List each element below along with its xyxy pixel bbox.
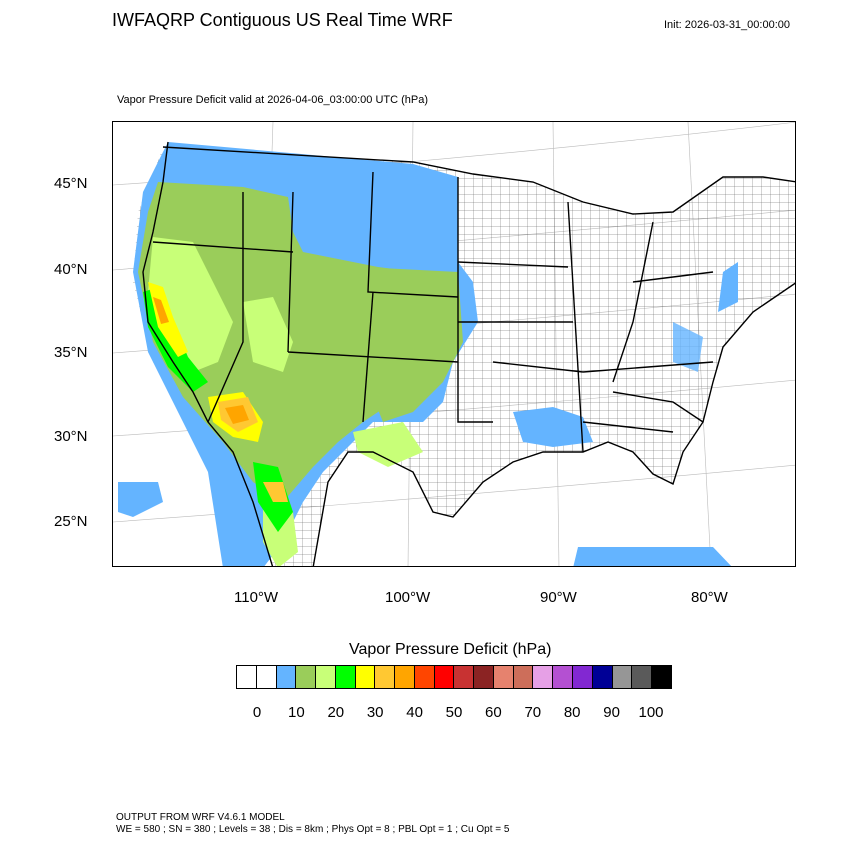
- colorbar-box: [334, 666, 355, 688]
- colorbar-box: [591, 666, 612, 688]
- colorbar-box: [651, 666, 671, 688]
- model-info: OUTPUT FROM WRF V4.6.1 MODEL: [116, 812, 285, 823]
- colorbar-box: [611, 666, 632, 688]
- colorbar-tick-label: 100: [638, 704, 664, 721]
- colorbar-box: [572, 666, 592, 688]
- init-time: Init: 2026-03-31_00:00:00: [664, 19, 790, 31]
- colorbar-title: Vapor Pressure Deficit (hPa): [349, 641, 552, 658]
- colorbar-box: [552, 666, 573, 688]
- colorbar-tick-label: 60: [485, 704, 502, 721]
- colorbar-box: [255, 666, 276, 688]
- map-title: IWFAQRP Contiguous US Real Time WRF: [112, 10, 453, 30]
- colorbar-box: [315, 666, 335, 688]
- lat-label-45: 45°N: [54, 175, 88, 192]
- colorbar-tick-label: 0: [252, 704, 262, 721]
- lat-label-35: 35°N: [54, 344, 88, 361]
- lon-label-110: 110°W: [234, 589, 279, 606]
- colorbar-box: [413, 666, 434, 688]
- colorbar-box: [394, 666, 414, 688]
- colorbar-tick-label: 20: [327, 704, 345, 721]
- colorbar-box: [512, 666, 533, 688]
- vpd-shading: [118, 142, 738, 566]
- lat-label-40: 40°N: [54, 261, 88, 278]
- model-config: WE = 580 ; SN = 380 ; Levels = 38 ; Dis …: [116, 824, 510, 835]
- map-canvas: [113, 122, 795, 566]
- colorbar-box: [631, 666, 652, 688]
- colorbar-box: [433, 666, 454, 688]
- colorbar-box: [354, 666, 375, 688]
- lat-label-30: 30°N: [54, 428, 88, 445]
- colorbar-tick-label: 70: [524, 704, 542, 721]
- colorbar-box: [237, 666, 256, 688]
- colorbar-box: [492, 666, 513, 688]
- colorbar-box: [453, 666, 474, 688]
- colorbar-box: [473, 666, 493, 688]
- colorbar-tick-label: 90: [603, 704, 620, 721]
- colorbar-tick-label: 40: [406, 704, 423, 721]
- colorbar-tick-label: 80: [563, 704, 581, 721]
- colorbar-box: [295, 666, 316, 688]
- colorbar-tick-label: 30: [366, 704, 384, 721]
- lon-label-80: 80°W: [691, 589, 728, 606]
- colorbar: [236, 665, 672, 689]
- political-boundaries: [142, 141, 795, 566]
- colorbar-box: [374, 666, 395, 688]
- colorbar-box: [532, 666, 553, 688]
- lon-label-90: 90°W: [540, 589, 577, 606]
- lon-label-100: 100°W: [385, 589, 431, 606]
- colorbar-tick-label: 10: [288, 704, 305, 721]
- colorbar-tick-label: 50: [445, 704, 463, 721]
- map-subtitle: Vapor Pressure Deficit valid at 2026-04-…: [117, 94, 429, 106]
- colorbar-box: [275, 666, 296, 688]
- map-panel: [112, 121, 796, 567]
- lat-label-25: 25°N: [54, 513, 88, 530]
